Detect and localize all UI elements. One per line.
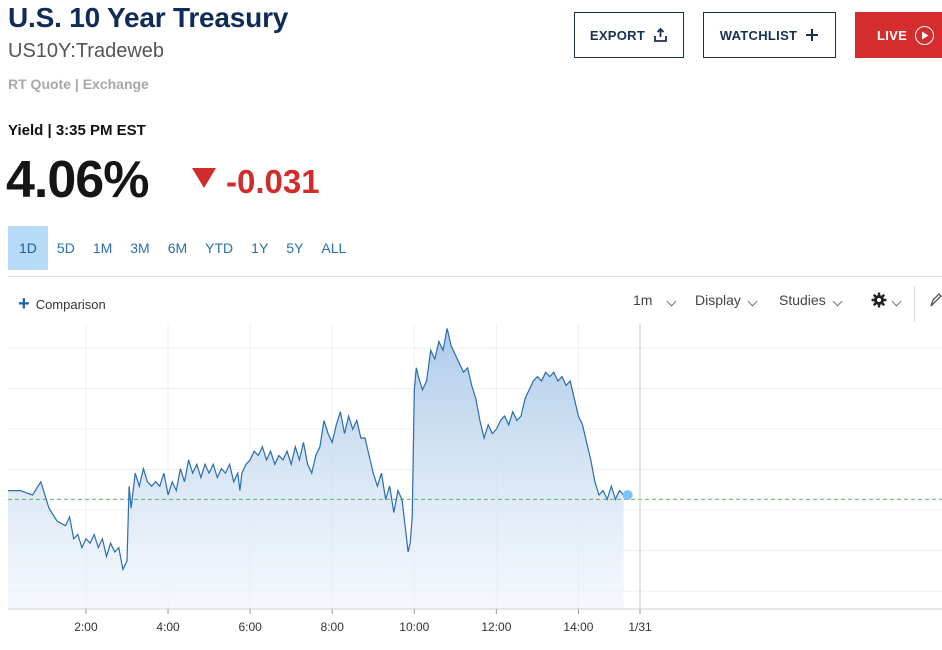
yield-timestamp: Yield | 3:35 PM EST [8, 122, 146, 139]
range-tab-1m[interactable]: 1M [92, 240, 113, 256]
watchlist-label: WATCHLIST [719, 27, 798, 43]
x-tick-label: 14:00 [563, 620, 593, 634]
last-price-dot [622, 490, 633, 500]
x-tick-label: 12:00 [481, 620, 511, 634]
add-comparison-button[interactable]: + Comparison [18, 293, 106, 315]
range-tabs: 1D 5D 1M 3M 6M YTD 1Y 5Y ALL [8, 226, 355, 270]
interval-label: 1m [633, 292, 653, 308]
chevron-down-icon [891, 296, 902, 306]
export-button[interactable]: EXPORT [574, 12, 684, 58]
x-tick-label: 8:00 [321, 620, 345, 634]
live-button[interactable]: LIVE [855, 12, 942, 58]
pencil-icon[interactable] [928, 292, 942, 308]
page-title: U.S. 10 Year Treasury [8, 2, 289, 33]
display-dropdown[interactable]: Display [695, 292, 758, 308]
range-tab-3m[interactable]: 3M [130, 240, 150, 256]
range-tab-ytd[interactable]: YTD [205, 240, 234, 256]
plus-icon: + [18, 293, 30, 315]
chart-area-fill [8, 328, 624, 609]
quote-source-label: RT Quote | Exchange [8, 76, 149, 92]
range-tab-1y[interactable]: 1Y [251, 240, 269, 256]
price-change: -0.031 [226, 163, 320, 200]
x-tick-label: 2:00 [74, 620, 98, 634]
x-tick-label: 6:00 [238, 620, 262, 634]
symbol-label: US10Y:Tradeweb [8, 40, 165, 62]
settings-dropdown[interactable] [871, 292, 902, 308]
chevron-down-icon [667, 296, 677, 306]
studies-label: Studies [779, 292, 826, 308]
plus-icon [806, 29, 819, 41]
chevron-down-icon [832, 296, 843, 306]
gear-icon [871, 292, 887, 308]
share-upload-icon [654, 27, 668, 42]
x-tick-label: 10:00 [399, 620, 429, 634]
toolbar-separator [914, 286, 915, 322]
price-value: 4.06% [6, 151, 149, 209]
watchlist-button[interactable]: WATCHLIST [703, 12, 836, 58]
x-tick-label: 1/31 [628, 620, 652, 634]
range-tab-5d[interactable]: 5D [56, 240, 75, 256]
range-tab-5y[interactable]: 5Y [286, 240, 304, 256]
chevron-down-icon [747, 296, 758, 306]
interval-dropdown[interactable]: 1m [633, 292, 677, 308]
export-label: EXPORT [589, 27, 646, 43]
display-label: Display [695, 292, 741, 308]
x-axis-ticks: 2:00 4:00 6:00 8:00 10:00 12:00 14:00 1/31 [74, 609, 652, 634]
down-arrow-icon [192, 168, 216, 188]
comparison-label: Comparison [35, 296, 106, 312]
range-tab-1d[interactable]: 1D [8, 226, 48, 270]
range-tab-all[interactable]: ALL [321, 240, 347, 256]
yield-chart[interactable]: 2:00 4:00 6:00 8:00 10:00 12:00 14:00 1/31 [0, 320, 942, 650]
play-icon [915, 25, 935, 45]
studies-dropdown[interactable]: Studies [779, 292, 843, 308]
range-tab-6m[interactable]: 6M [167, 240, 188, 256]
live-label: LIVE [877, 27, 908, 43]
section-divider [8, 276, 942, 277]
x-tick-label: 4:00 [156, 620, 180, 634]
yield-line-series [8, 328, 625, 572]
